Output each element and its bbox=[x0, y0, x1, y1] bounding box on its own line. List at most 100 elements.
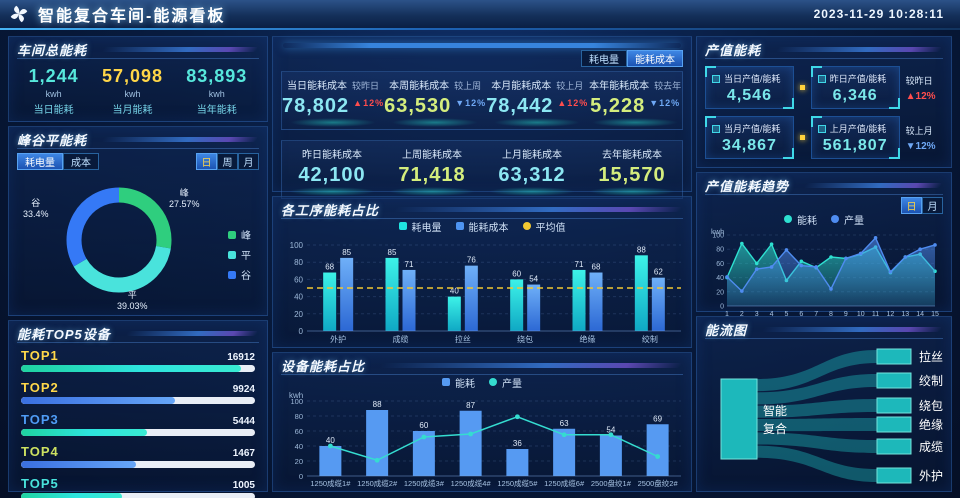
tab-day[interactable]: 日 bbox=[196, 153, 217, 170]
title-streak-decoration bbox=[379, 362, 683, 368]
svg-text:6: 6 bbox=[799, 311, 803, 318]
title-streak-decoration bbox=[101, 136, 259, 142]
panel-output-energy: 产值能耗 当日产值/能耗 4,546 昨日产值/能耗 6,346 较昨日 ▲12… bbox=[696, 36, 952, 168]
legend-item-valley[interactable]: 谷 bbox=[228, 267, 251, 282]
legend-swatch bbox=[455, 222, 464, 230]
top5-bar-fill bbox=[21, 461, 136, 468]
toggle-power-consumption[interactable]: 耗电量 bbox=[581, 50, 627, 67]
stat-unit: kwh bbox=[124, 89, 141, 99]
tab-week[interactable]: 周 bbox=[217, 153, 238, 170]
legend-item[interactable]: 产量 bbox=[489, 375, 522, 390]
top5-row: TOP1 16912 bbox=[21, 348, 255, 372]
svg-text:1250成缆6#: 1250成缆6# bbox=[544, 478, 585, 488]
card-label: 昨日产值/能耗 bbox=[829, 74, 887, 84]
toggle-power-consumption[interactable]: 耗电量 bbox=[17, 153, 63, 170]
tab-day[interactable]: 日 bbox=[901, 197, 922, 214]
legend-swatch bbox=[228, 250, 236, 259]
svg-text:71: 71 bbox=[575, 260, 584, 269]
cost-stat: 本月能耗成本 较上月 78,442 ▲12% bbox=[486, 77, 588, 118]
card-label: 当日产值/能耗 bbox=[724, 74, 781, 84]
legend-item[interactable]: 耗电量 bbox=[398, 219, 442, 234]
svg-text:40: 40 bbox=[450, 287, 459, 296]
square-bullet-icon bbox=[817, 74, 826, 83]
cost-stat: 本周能耗成本 较上周 63,530 ▼12% bbox=[384, 77, 486, 118]
yellow-dot-icon bbox=[799, 135, 805, 140]
svg-text:5: 5 bbox=[784, 311, 788, 318]
stat-value: 42,100 bbox=[298, 164, 366, 186]
stat-label: 本月能耗成本 bbox=[491, 81, 552, 92]
panel-title: 产值能耗 bbox=[705, 42, 762, 58]
svg-text:拉丝: 拉丝 bbox=[455, 334, 471, 344]
stat-label: 去年能耗成本 bbox=[602, 150, 662, 161]
svg-text:2500盘绞2#: 2500盘绞2# bbox=[638, 478, 679, 488]
top5-bar-track bbox=[21, 365, 255, 372]
stat-label: 当日能耗 bbox=[33, 105, 74, 116]
svg-text:100: 100 bbox=[712, 233, 724, 240]
toggle-energy-cost[interactable]: 能耗成本 bbox=[627, 50, 683, 67]
legend-item[interactable]: 平均值 bbox=[522, 219, 566, 234]
panel-title: 能流图 bbox=[705, 322, 748, 338]
legend-item-flat[interactable]: 平 bbox=[228, 247, 251, 262]
svg-text:绕包: 绕包 bbox=[517, 334, 533, 344]
stat-label: 当月能耗 bbox=[112, 105, 153, 116]
title-streak-decoration bbox=[761, 326, 943, 332]
tab-month[interactable]: 月 bbox=[922, 197, 943, 214]
legend-item-peak[interactable]: 峰 bbox=[228, 227, 251, 242]
chart-legend: 能耗 产量 bbox=[281, 375, 683, 390]
title-streak-decoration bbox=[803, 182, 943, 188]
stat-unit: kwh bbox=[208, 89, 225, 99]
svg-text:63: 63 bbox=[560, 419, 569, 428]
svg-text:54: 54 bbox=[606, 426, 615, 435]
output-card-row-day: 当日产值/能耗 4,546 昨日产值/能耗 6,346 较昨日 ▲12% bbox=[705, 66, 943, 109]
panel-title: 能耗TOP5设备 bbox=[17, 326, 111, 342]
compare-delta: ▲12% bbox=[905, 90, 936, 102]
legend-item[interactable]: 能耗 bbox=[442, 375, 475, 390]
stat-label: 上周能耗成本 bbox=[402, 150, 462, 161]
cost-stats-previous-row: 昨日能耗成本 42,100 上周能耗成本 71,418 上月能耗成本 63,312 去年能耗… bbox=[281, 140, 683, 199]
svg-text:68: 68 bbox=[325, 263, 334, 272]
cost-stat: 去年能耗成本 15,570 bbox=[582, 146, 682, 187]
title-streak-decoration bbox=[775, 46, 943, 52]
top5-device-label: TOP3 bbox=[21, 412, 59, 427]
legend-item[interactable]: 能耗 bbox=[784, 212, 817, 227]
device-bar-line-chart: kwh 0 20 40 60 80 100 1250成缆1# 40 1250成缆2# 88 1250成… bbox=[289, 391, 681, 488]
legend-label: 产量 bbox=[844, 215, 864, 227]
svg-text:1250成缆2#: 1250成缆2# bbox=[357, 478, 398, 488]
datetime: 2023-11-29 10:28:11 bbox=[813, 7, 944, 21]
connector-decoration bbox=[794, 135, 811, 140]
svg-text:85: 85 bbox=[388, 248, 397, 257]
svg-text:40: 40 bbox=[295, 442, 303, 451]
svg-text:15: 15 bbox=[931, 311, 939, 318]
page-title: 智能复合车间-能源看板 bbox=[38, 8, 226, 25]
output-card-row-month: 当月产值/能耗 34,867 上月产值/能耗 561,807 较上月 ▼12% bbox=[705, 116, 943, 159]
cost-stat: 当日能耗成本 较昨日 78,802 ▲12% bbox=[282, 77, 384, 118]
cost-stat: 本年能耗成本 较去年 5,228 ▼12% bbox=[588, 77, 682, 118]
title-streak-decoration bbox=[124, 330, 259, 336]
stat-label: 本年能耗成本 bbox=[589, 81, 650, 92]
svg-text:20: 20 bbox=[716, 289, 724, 296]
stat-label: 当年能耗 bbox=[196, 105, 237, 116]
svg-text:1250成缆4#: 1250成缆4# bbox=[451, 478, 492, 488]
legend-item[interactable]: 能耗成本 bbox=[455, 219, 509, 234]
panel-title: 峰谷平能耗 bbox=[17, 132, 88, 148]
svg-text:100: 100 bbox=[290, 397, 303, 406]
top5-device-label: TOP2 bbox=[21, 380, 59, 395]
svg-text:9: 9 bbox=[844, 311, 848, 318]
toggle-cost[interactable]: 成本 bbox=[63, 153, 99, 170]
panel-output-trend: 产值能耗趋势 日 月 能耗 产量 kwh 0 20 40 60 80 100 1 2 3 4 5 6 7 8… bbox=[696, 172, 952, 318]
donut-label-valley: 谷 33.4% bbox=[23, 198, 49, 219]
square-bullet-icon bbox=[817, 124, 826, 133]
svg-text:1250成缆5#: 1250成缆5# bbox=[497, 478, 538, 488]
svg-text:80: 80 bbox=[294, 258, 303, 267]
svg-text:0: 0 bbox=[720, 304, 724, 311]
panel-top5-devices: 能耗TOP5设备 TOP1 16912 TOP2 9924 TOP3 5444 TOP4 14… bbox=[8, 320, 268, 498]
stat-yearly-energy: 83,893 kwh 当年能耗 bbox=[186, 66, 247, 116]
svg-text:40: 40 bbox=[326, 436, 335, 445]
compare-label: 较上月 bbox=[905, 125, 933, 136]
square-bullet-icon bbox=[712, 74, 720, 83]
tab-month[interactable]: 月 bbox=[238, 153, 259, 170]
svg-text:智能: 智能 bbox=[763, 403, 787, 418]
card-value: 561,807 bbox=[822, 137, 888, 154]
legend-label: 平 bbox=[241, 251, 251, 262]
legend-item[interactable]: 产量 bbox=[831, 212, 864, 227]
